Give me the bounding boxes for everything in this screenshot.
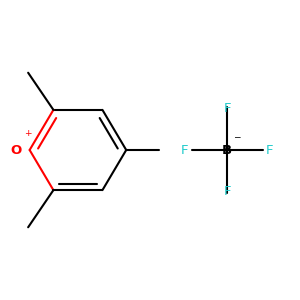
Text: −: −	[233, 133, 241, 142]
Text: +: +	[24, 128, 32, 137]
Text: O: O	[10, 143, 21, 157]
Text: F: F	[181, 143, 189, 157]
Text: B: B	[222, 143, 232, 157]
Text: F: F	[224, 185, 231, 198]
Text: F: F	[266, 143, 273, 157]
Text: F: F	[224, 102, 231, 115]
